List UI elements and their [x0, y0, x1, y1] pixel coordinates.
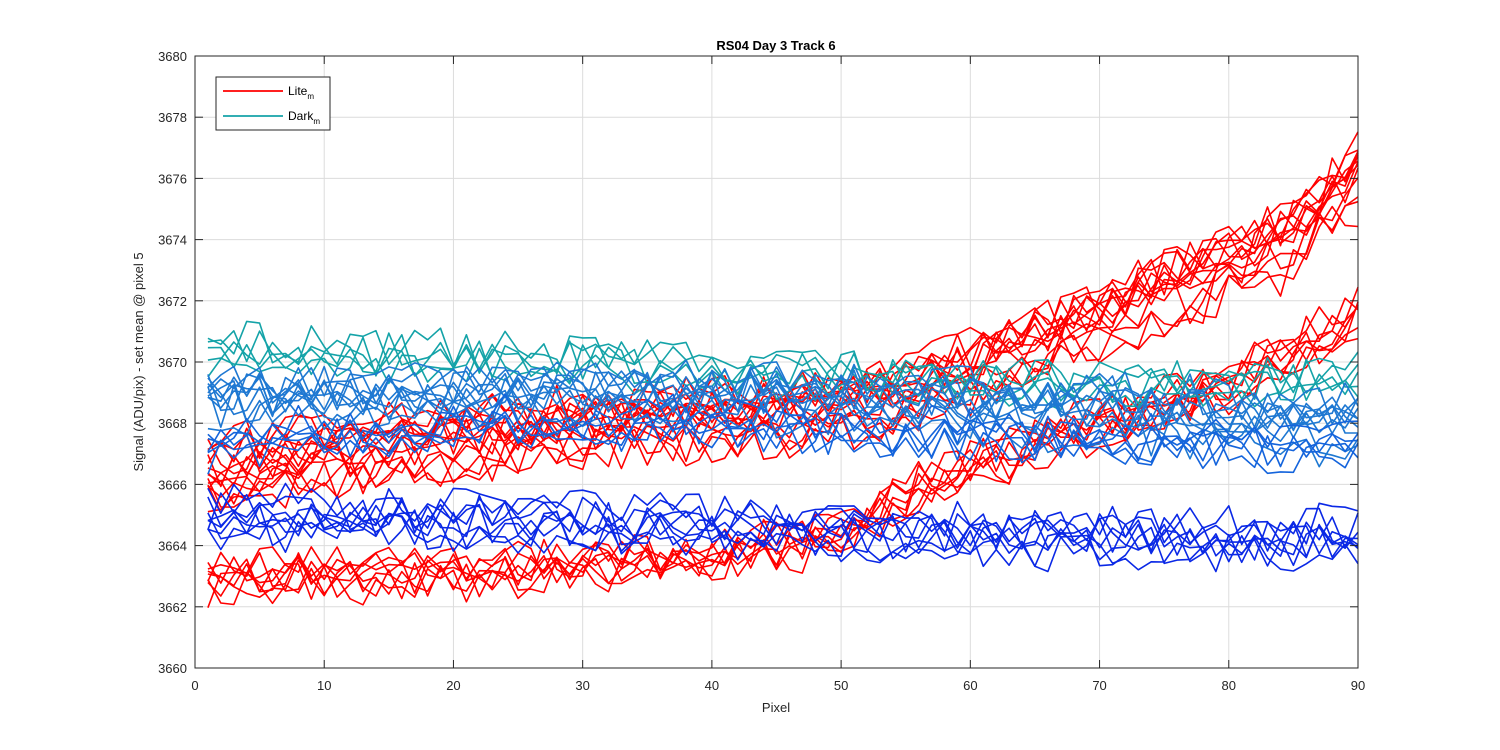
- y-tick-label: 3666: [158, 477, 187, 492]
- y-tick-label: 3660: [158, 661, 187, 676]
- chart-title: RS04 Day 3 Track 6: [716, 38, 835, 53]
- data-series: [207, 131, 1359, 608]
- y-tick-label: 3672: [158, 294, 187, 309]
- series-line: [207, 177, 1359, 513]
- series-line: [207, 370, 1359, 439]
- series-line: [207, 336, 1359, 407]
- x-tick-label: 40: [705, 678, 719, 693]
- series-line: [207, 304, 1359, 597]
- series-line: [207, 361, 1359, 419]
- series-line: [207, 167, 1359, 498]
- series-line: [207, 406, 1359, 462]
- x-axis-title: Pixel: [762, 700, 790, 715]
- y-tick-label: 3678: [158, 110, 187, 125]
- x-tick-label: 30: [575, 678, 589, 693]
- x-tick-label: 50: [834, 678, 848, 693]
- legend-box: [215, 76, 331, 131]
- series-line: [207, 375, 1359, 433]
- y-axis-title: Signal (ADU/pix) - set mean @ pixel 5: [131, 252, 146, 471]
- x-tick-label: 20: [446, 678, 460, 693]
- y-tick-label: 3664: [158, 539, 187, 554]
- y-tick-label: 3676: [158, 171, 187, 186]
- series-line: [207, 205, 1359, 514]
- x-tick-label: 10: [317, 678, 331, 693]
- series-line: [207, 497, 1359, 563]
- series-line: [207, 500, 1359, 557]
- series-line: [207, 509, 1359, 568]
- series-line: [207, 304, 1359, 582]
- x-tick-label: 70: [1092, 678, 1106, 693]
- legend-label-dark: Darkm: [288, 109, 320, 126]
- series-line: [207, 409, 1359, 475]
- y-tick-label: 3674: [158, 233, 187, 248]
- series-line: [207, 504, 1359, 567]
- x-tick-label: 90: [1351, 678, 1365, 693]
- x-tick-label: 60: [963, 678, 977, 693]
- x-tick-label: 0: [191, 678, 198, 693]
- series-line: [207, 320, 1359, 401]
- series-line: [207, 493, 1359, 558]
- y-tick-label: 3662: [158, 600, 187, 615]
- series-line: [207, 329, 1359, 408]
- legend-label-lite: Litem: [288, 84, 314, 101]
- x-tick-label: 80: [1222, 678, 1236, 693]
- y-tick-label: 3680: [158, 49, 187, 64]
- series-line: [207, 200, 1359, 505]
- series-line: [207, 393, 1359, 453]
- y-tick-label: 3668: [158, 416, 187, 431]
- series-line: [207, 409, 1359, 469]
- axis-ticks: 0 10 20 30 40 50 60 70 80 90 3660 3662 3664 3666 3668 3…: [158, 49, 1365, 693]
- legend: Litem Darkm: [215, 76, 331, 131]
- series-line: [207, 341, 1359, 412]
- y-tick-label: 3670: [158, 355, 187, 370]
- series-line: [207, 359, 1359, 425]
- series-line: [207, 164, 1359, 487]
